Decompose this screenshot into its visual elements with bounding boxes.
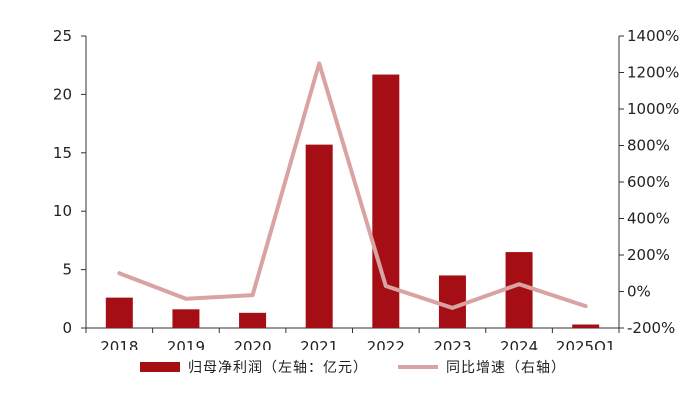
- right-tick-label: 1400%: [627, 27, 679, 45]
- left-tick-label: 10: [53, 202, 72, 220]
- legend-item-line: 同比增速（右轴）: [398, 352, 566, 382]
- chart: 0 5 10 15 20 25 -200% 0% 200% 400% 600% 800% 1000% 12…: [53, 27, 680, 350]
- bar: [572, 324, 600, 328]
- x-tick-label: 2022: [367, 338, 405, 350]
- right-tick-label: 800%: [627, 137, 670, 155]
- right-tick-label: 1200%: [627, 64, 679, 82]
- bar: [305, 144, 333, 328]
- bar: [105, 297, 133, 328]
- left-tick-label: 5: [62, 261, 72, 279]
- bar: [172, 309, 200, 328]
- left-tick-label: 25: [53, 27, 72, 45]
- x-tick-label: 2020: [233, 338, 271, 350]
- legend-bar-label: 归母净利润（左轴：亿元）: [188, 360, 368, 376]
- legend-bar-swatch: [140, 362, 180, 372]
- right-tick-label: 0%: [627, 283, 651, 301]
- left-tick-label: 20: [53, 85, 72, 103]
- left-tick-label: 15: [53, 144, 72, 162]
- bar: [505, 252, 533, 328]
- right-tick-label: 1000%: [627, 100, 679, 118]
- legend-line-label: 同比增速（右轴）: [446, 360, 566, 376]
- left-tick-label: 0: [62, 319, 72, 337]
- x-tick-label: 2018: [100, 338, 138, 350]
- bar: [438, 275, 466, 328]
- right-tick-label: 400%: [627, 210, 670, 228]
- right-tick-label: 600%: [627, 173, 670, 191]
- bar: [239, 312, 267, 328]
- legend: 归母净利润（左轴：亿元） 同比增速（右轴）: [0, 352, 700, 382]
- right-tick-label: -200%: [627, 319, 675, 337]
- x-tick-label: 2024: [500, 338, 538, 350]
- legend-item-bar: 归母净利润（左轴：亿元）: [140, 352, 368, 382]
- growth-line: [117, 61, 588, 310]
- x-tick-label: 2021: [300, 338, 338, 350]
- x-tick-label: 2019: [167, 338, 205, 350]
- right-tick-label: 200%: [627, 246, 670, 264]
- legend-line-swatch: [398, 365, 438, 369]
- x-tick-label: 2023: [433, 338, 471, 350]
- x-tick-label: 2025Q1: [556, 338, 616, 350]
